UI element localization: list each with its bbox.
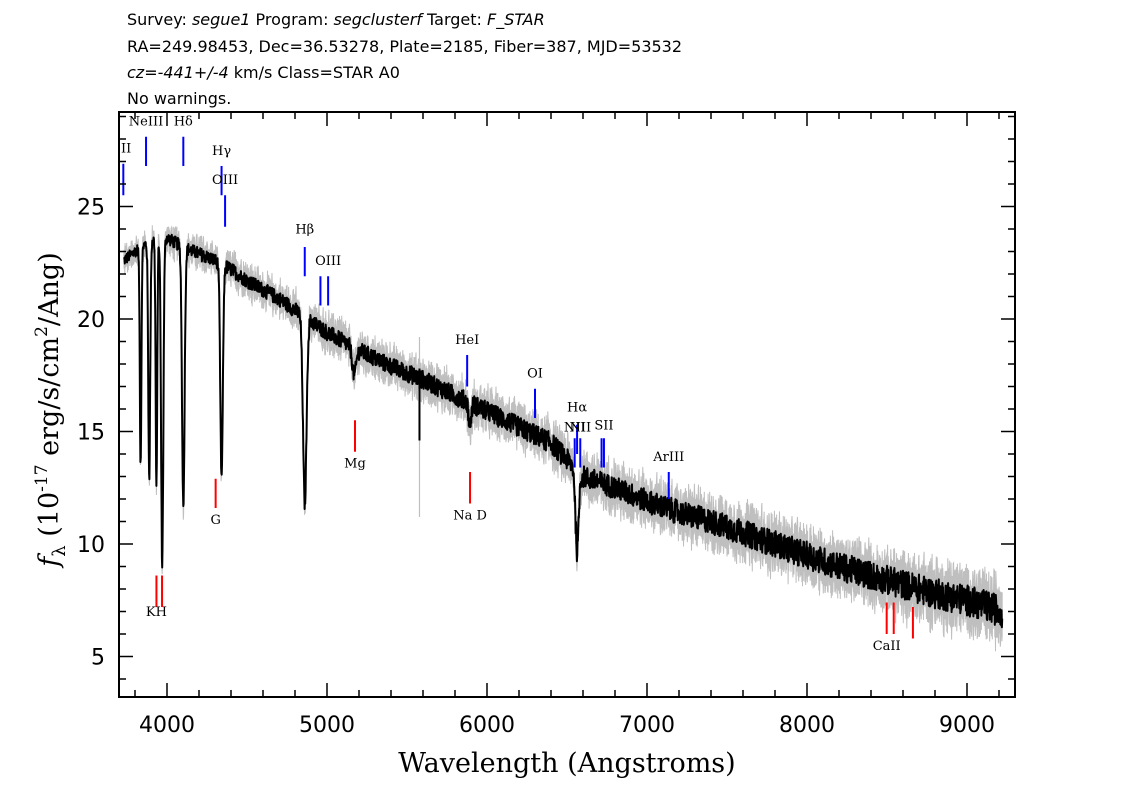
header-line-3: cz=-441+/-4 km/s Class=STAR A0	[127, 63, 400, 83]
emission-line-label: NII	[569, 421, 591, 436]
emission-line-label: Hγ	[212, 144, 231, 159]
y-tick-label: 25	[77, 196, 105, 221]
emission-line-label: Hα	[567, 400, 587, 415]
emission-line-label: HeI	[455, 333, 479, 348]
spectrum-layer	[123, 233, 1004, 629]
y-axis-title-part: -17	[32, 464, 52, 491]
y-tick-label: 5	[91, 646, 105, 671]
y-axis-title-part: 2	[32, 326, 52, 337]
x-tick-label: 5000	[299, 713, 355, 738]
target-value: F_STAR	[487, 10, 545, 29]
y-axis-title-part: (10	[34, 492, 65, 545]
emission-line-label: OIII	[212, 173, 238, 188]
program-label: Program:	[250, 10, 334, 29]
survey-value: segue1	[191, 10, 251, 29]
program-value: segclusterf	[333, 10, 422, 29]
y-tick-label: 20	[77, 308, 105, 333]
x-tick-label: 4000	[139, 713, 195, 738]
emission-line-label: NII	[564, 421, 586, 436]
x-tick-label: 6000	[459, 713, 515, 738]
emission-line-label: ArIII	[652, 450, 684, 465]
header-line-2: RA=249.98453, Dec=36.53278, Plate=2185, …	[127, 37, 683, 56]
y-axis-title-part: /Ang)	[34, 252, 65, 326]
redshift-value: cz=-441+/-4	[127, 63, 229, 82]
y-axis-title-part: erg/s/cm	[34, 337, 65, 465]
header-line-1: Survey: segue1 Program: segclusterf Targ…	[127, 10, 545, 30]
x-axis-title: Wavelength (Angstroms)	[398, 748, 735, 779]
survey-label: Survey:	[127, 10, 192, 29]
y-tick-label: 10	[77, 533, 105, 558]
x-tick-label: 7000	[619, 713, 675, 738]
absorption-line-label: G	[210, 513, 220, 528]
plot-frame	[118, 111, 1016, 698]
emission-line-label: NeIII	[129, 115, 163, 130]
y-tick-label: 15	[77, 421, 105, 446]
x-tick-label: 9000	[939, 713, 995, 738]
spectrum-series	[123, 233, 1004, 629]
header-line-4: No warnings.	[127, 89, 232, 108]
y-axis-title-part: λ	[49, 545, 70, 556]
emission-line-label: II	[121, 142, 131, 157]
x-tick-label: 8000	[779, 713, 835, 738]
emission-line-label: Hβ	[295, 223, 314, 238]
absorption-line-label: Mg	[344, 457, 366, 472]
emission-line-label: OI	[527, 367, 543, 382]
absorption-line-label: KH	[146, 605, 167, 620]
tick-layer: 4000 5000 6000 7000 8000 9000 5 10 15 20 25	[77, 112, 1015, 738]
emission-line-label: OIII	[315, 254, 341, 269]
target-label: Target:	[421, 10, 487, 29]
absorption-line-label: Na D	[453, 508, 487, 523]
class-value: km/s Class=STAR A0	[228, 63, 400, 82]
absorption-line-label: CaII	[873, 639, 901, 654]
emission-line-label: Hδ	[174, 115, 193, 130]
emission-line-label: SII	[594, 418, 613, 433]
y-axis-title: fλ (10-17 erg/s/cm2/Ang)	[32, 252, 70, 568]
